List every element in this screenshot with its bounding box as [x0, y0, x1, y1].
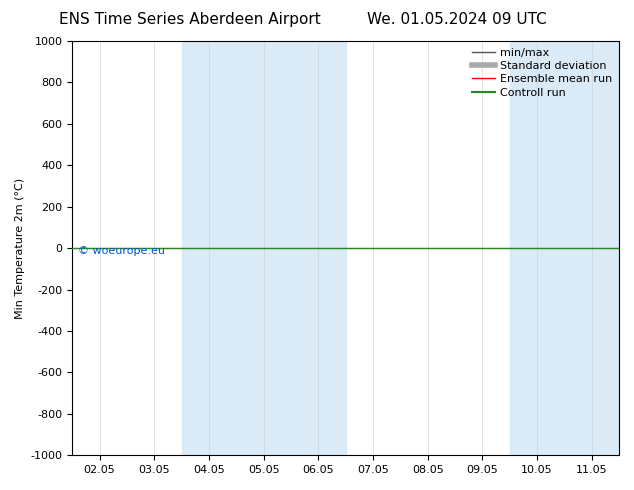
Y-axis label: Min Temperature 2m (°C): Min Temperature 2m (°C): [15, 177, 25, 318]
Bar: [181, 41, 346, 455]
Bar: [510, 41, 619, 455]
Text: © woeurope.eu: © woeurope.eu: [78, 246, 165, 256]
Text: We. 01.05.2024 09 UTC: We. 01.05.2024 09 UTC: [366, 12, 547, 27]
Legend: min/max, Standard deviation, Ensemble mean run, Controll run: min/max, Standard deviation, Ensemble me…: [468, 43, 617, 102]
Text: ENS Time Series Aberdeen Airport: ENS Time Series Aberdeen Airport: [60, 12, 321, 27]
